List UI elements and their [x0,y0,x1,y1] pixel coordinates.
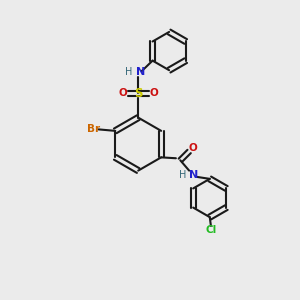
Text: S: S [134,87,142,100]
Text: Br: Br [87,124,100,134]
Text: N: N [189,170,199,180]
Text: N: N [136,67,145,77]
Text: Cl: Cl [206,225,217,236]
Text: O: O [149,88,158,98]
Text: H: H [125,67,133,77]
Text: H: H [179,170,186,180]
Text: O: O [118,88,127,98]
Text: O: O [188,143,197,153]
